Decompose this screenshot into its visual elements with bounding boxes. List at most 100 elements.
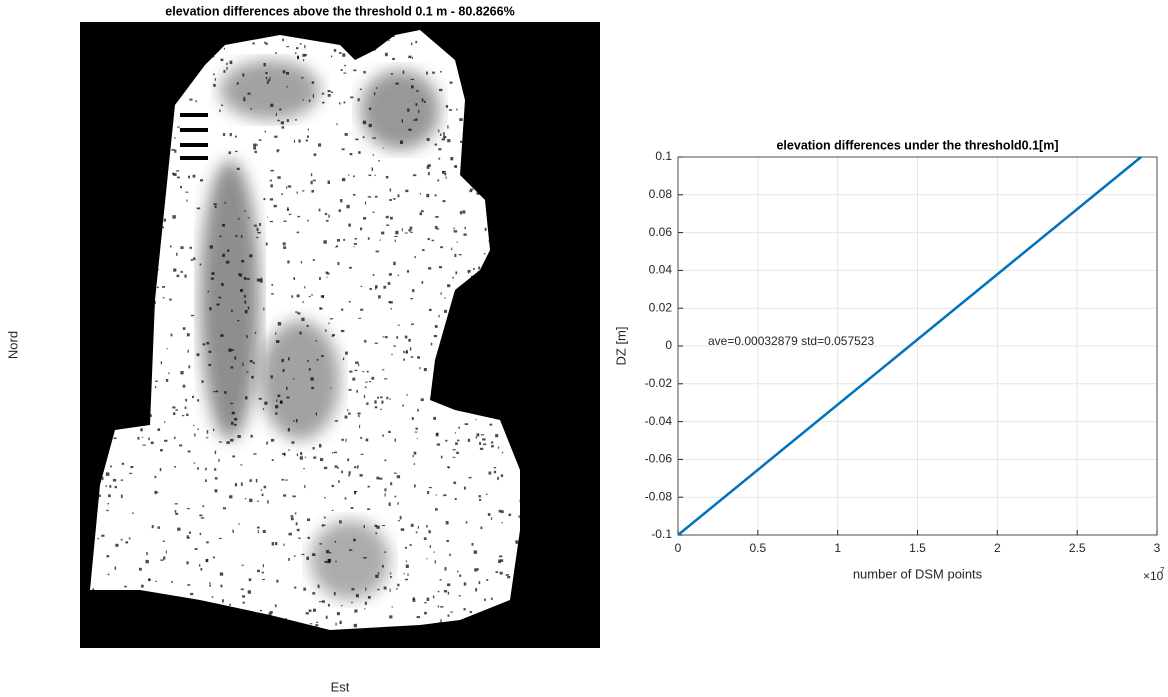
speck (406, 394, 408, 396)
speck (397, 194, 400, 198)
speck (107, 573, 110, 576)
speck (330, 55, 333, 58)
speck (188, 175, 190, 179)
speck (349, 152, 353, 156)
speck (325, 615, 328, 619)
speck (277, 119, 280, 122)
speck (97, 494, 101, 497)
speck (479, 498, 482, 501)
speck (213, 391, 216, 393)
speck (159, 468, 162, 472)
speck (261, 571, 264, 574)
speck (462, 210, 466, 214)
y-tick-label: 0.06 (649, 225, 673, 239)
speck (281, 126, 285, 129)
speck (189, 98, 193, 101)
speck (312, 259, 315, 261)
speck (304, 44, 306, 49)
speck (213, 55, 215, 58)
speck (436, 228, 440, 230)
speck (218, 458, 220, 462)
speck (371, 167, 374, 171)
speck (286, 119, 289, 122)
speck (211, 596, 214, 598)
speck (274, 604, 277, 608)
speck (282, 38, 284, 42)
speck (209, 307, 212, 311)
speck (302, 190, 305, 192)
speck (401, 119, 403, 123)
speck (448, 109, 453, 111)
speck (262, 578, 266, 581)
speck (315, 621, 319, 623)
speck (315, 412, 318, 416)
speck (441, 170, 445, 174)
speck (363, 70, 366, 74)
speck (397, 583, 400, 587)
speck (175, 512, 179, 515)
speck (436, 432, 439, 435)
speck (269, 179, 272, 182)
speck (417, 408, 419, 412)
speck (469, 610, 472, 614)
speck (366, 370, 369, 373)
speck (374, 174, 376, 177)
speck (388, 502, 391, 506)
speck (440, 455, 443, 459)
speck (174, 149, 177, 153)
speck (455, 442, 458, 445)
speck (475, 436, 478, 439)
speck (389, 301, 393, 304)
speck (403, 572, 405, 575)
speck (236, 82, 239, 85)
speck (353, 538, 356, 542)
speck (176, 126, 180, 128)
speck (202, 505, 205, 508)
speck (201, 380, 204, 383)
speck (148, 578, 151, 581)
speck (375, 250, 380, 253)
speck (334, 420, 339, 422)
speck (326, 276, 328, 278)
speck (443, 136, 447, 139)
speck (486, 579, 489, 581)
y-tick-label: 0.1 (655, 149, 672, 163)
speck (331, 484, 334, 488)
speck (440, 246, 443, 249)
speck (396, 336, 399, 339)
speck (385, 175, 389, 179)
speck (350, 96, 354, 99)
speck (237, 319, 240, 322)
speck (434, 325, 438, 328)
speck (184, 406, 187, 409)
speck (387, 282, 391, 285)
speck (234, 150, 238, 153)
speck (335, 560, 337, 563)
speck (327, 180, 331, 184)
speck (275, 112, 277, 117)
speck (177, 527, 181, 531)
speck (306, 324, 309, 328)
speck (208, 363, 212, 366)
speck (338, 209, 341, 213)
speck (324, 560, 328, 563)
speck (206, 437, 209, 439)
speck (114, 485, 117, 489)
speck (253, 224, 257, 227)
speck (405, 349, 408, 353)
speck (427, 490, 430, 495)
speck (297, 215, 301, 218)
speck (360, 308, 364, 311)
speck (399, 140, 403, 144)
speck (263, 197, 266, 201)
speck (434, 560, 436, 564)
speck (181, 415, 185, 417)
speck (408, 128, 412, 131)
speck (296, 294, 300, 298)
image-title: elevation differences above the threshol… (165, 4, 514, 18)
speck (246, 278, 250, 280)
speck (355, 138, 359, 141)
speck (319, 277, 321, 281)
speck (459, 118, 463, 121)
speck (390, 482, 393, 486)
